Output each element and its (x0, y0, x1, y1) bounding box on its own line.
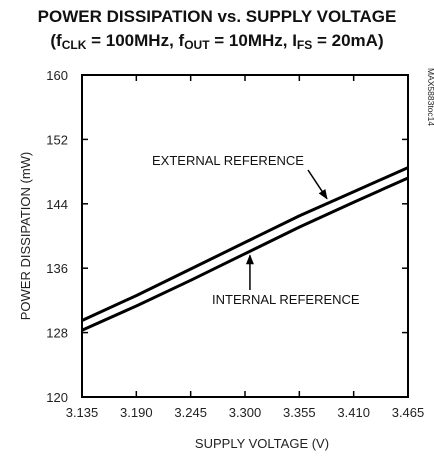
x-axis-label: SUPPLY VOLTAGE (V) (195, 436, 329, 451)
y-tick-label: 144 (46, 197, 68, 212)
y-tick-label: 128 (46, 326, 68, 341)
internal-reference-line (81, 176, 409, 332)
y-tick-label: 152 (46, 132, 68, 147)
x-tick-label: 3.465 (392, 405, 425, 420)
external-reference-line (81, 166, 409, 322)
y-tick-label: 136 (46, 261, 68, 276)
axis-ticks: 120 128 136 144 152 160 3.135 3.190 3.245 3.300 3.… (46, 68, 424, 420)
y-axis-label: POWER DISSIPATION (mW) (18, 152, 33, 321)
x-tick-label: 3.410 (337, 405, 370, 420)
series-group (81, 166, 409, 332)
figure-code: MAX5883toc14 (426, 68, 434, 126)
y-tick-label: 160 (46, 68, 68, 83)
plot-frame (81, 74, 409, 398)
chart-subtitle: (fCLK = 100MHz, fOUT = 10MHz, IFS = 20mA… (50, 31, 383, 52)
x-tick-label: 3.190 (120, 405, 153, 420)
annotations-group: EXTERNAL REFERENCE INTERNAL REFERENCE (152, 153, 360, 307)
annotation-external-reference: EXTERNAL REFERENCE (152, 153, 304, 168)
x-tick-label: 3.355 (283, 405, 316, 420)
x-tick-label: 3.135 (66, 405, 99, 420)
x-tick-label: 3.300 (229, 405, 262, 420)
y-tick-label: 120 (46, 390, 68, 405)
chart-title: POWER DISSIPATION vs. SUPPLY VOLTAGE (38, 7, 397, 26)
annotation-internal-reference: INTERNAL REFERENCE (212, 292, 360, 307)
annotation-external-arrow (307, 169, 328, 200)
x-tick-label: 3.245 (174, 405, 207, 420)
